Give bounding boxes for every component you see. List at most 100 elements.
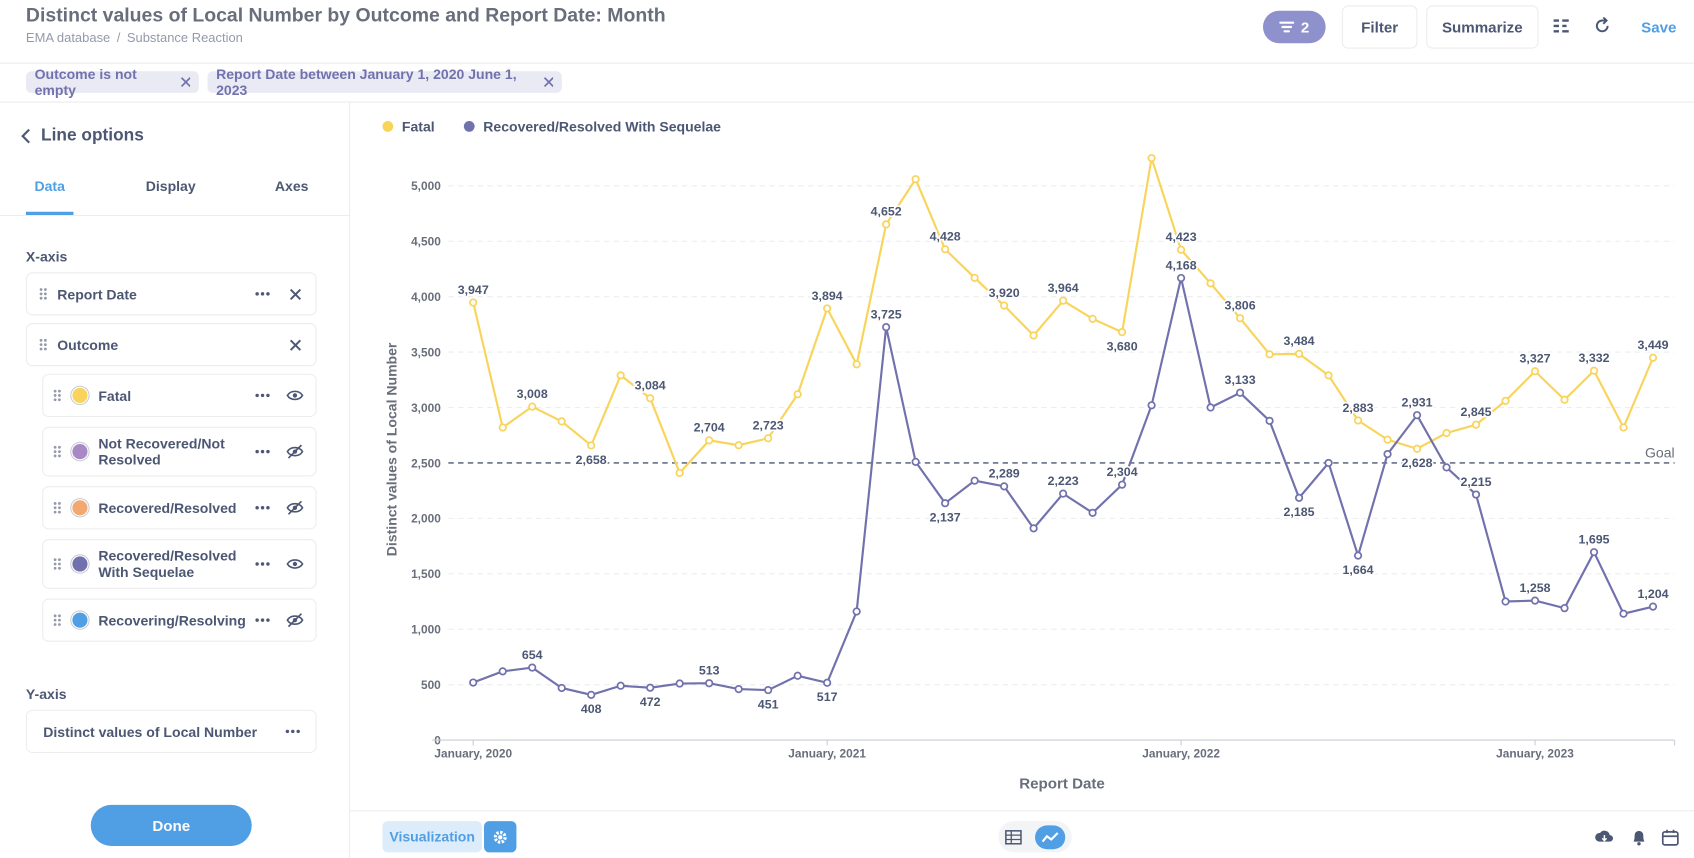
data-point (1353, 551, 1363, 560)
field-item[interactable]: Outcome (25, 323, 317, 367)
drag-handle[interactable] (50, 501, 65, 514)
data-label: 2,185 (1284, 505, 1315, 519)
download-icon[interactable] (1595, 829, 1614, 846)
remove-icon[interactable] (279, 339, 311, 351)
data-point (1619, 423, 1628, 432)
field-item[interactable]: Distinct values of Local Number (25, 709, 317, 754)
filter-text: Report Date between January 1, 2020 June… (216, 65, 517, 99)
data-label: 2,289 (989, 467, 1020, 481)
notebook-icon[interactable] (1553, 18, 1570, 35)
y-tick-label: 3,500 (411, 345, 441, 359)
color-swatch[interactable] (71, 611, 89, 629)
filter-chip[interactable]: Outcome is not empty (25, 66, 199, 98)
save-button[interactable]: Save (1641, 18, 1677, 36)
drag-handle[interactable] (50, 445, 65, 458)
series-name: Recovering/Resolving (98, 612, 246, 629)
hidden-icon[interactable] (279, 444, 311, 459)
filter-chip[interactable]: Report Date between January 1, 2020 June… (207, 66, 562, 98)
data-label: 3,484 (1284, 334, 1315, 348)
refresh-icon[interactable] (1594, 17, 1611, 34)
series-item[interactable]: Recovered/Resolved With Sequelae (42, 539, 317, 589)
data-point (675, 468, 684, 478)
drag-handle[interactable] (50, 614, 65, 627)
data-label: 451 (758, 697, 779, 711)
remove-icon[interactable] (180, 77, 191, 88)
x-axis-title: Report Date (1019, 776, 1105, 793)
series-item[interactable]: Recovering/Resolving (42, 598, 317, 642)
data-point (1029, 331, 1038, 340)
visible-icon[interactable] (279, 557, 311, 570)
series-item[interactable]: Recovered/Resolved (42, 486, 317, 530)
calendar-icon[interactable] (1661, 829, 1679, 846)
color-swatch[interactable] (71, 555, 89, 573)
data-point (1471, 420, 1481, 429)
y-tick-label: 5,000 (411, 179, 441, 193)
data-point (1000, 482, 1009, 491)
tab[interactable]: Display (145, 178, 196, 195)
tab[interactable]: Data (34, 178, 65, 195)
more-icon[interactable] (246, 393, 278, 398)
breadcrumb-item[interactable]: Substance Reaction (126, 30, 243, 46)
data-point (1501, 396, 1510, 405)
breadcrumb: EMA database / Substance Reaction (26, 30, 243, 45)
y-tick-label: 1,500 (411, 567, 441, 581)
done-button[interactable]: Done (90, 804, 252, 846)
data-label: 2,931 (1402, 396, 1433, 410)
data-point (1589, 548, 1599, 557)
more-icon[interactable] (277, 729, 309, 734)
color-swatch[interactable] (71, 386, 89, 405)
data-point (1029, 524, 1038, 533)
data-point (941, 245, 950, 254)
drag-handle[interactable] (50, 557, 65, 570)
filter-text: Outcome is not empty (34, 65, 137, 99)
more-icon[interactable] (246, 449, 278, 454)
remove-icon[interactable] (543, 77, 554, 88)
divider (0, 101, 1694, 103)
data-point (1353, 416, 1363, 425)
data-label: 2,223 (1048, 474, 1079, 488)
summarize-button[interactable]: Summarize (1426, 5, 1539, 49)
more-icon[interactable] (246, 618, 278, 622)
settings-button[interactable] (484, 821, 517, 853)
color-swatch[interactable] (71, 499, 89, 517)
filter-count-pill[interactable]: 2 (1262, 10, 1326, 44)
data-point (1560, 395, 1569, 404)
series-name: Not Recovered/Not Resolved (98, 435, 225, 468)
data-point (498, 423, 507, 432)
series-item[interactable]: Fatal (42, 373, 317, 418)
data-label: 3,725 (871, 308, 902, 322)
hidden-icon[interactable] (279, 500, 311, 515)
back-icon[interactable] (19, 128, 32, 144)
drag-handle[interactable] (36, 287, 51, 300)
data-label: 513 (699, 664, 720, 678)
filter-button[interactable]: Filter (1341, 5, 1418, 49)
data-label: 3,332 (1578, 351, 1609, 365)
sidebar-border (348, 102, 351, 858)
color-swatch[interactable] (71, 442, 89, 461)
more-icon[interactable] (246, 562, 278, 566)
data-point (1648, 353, 1658, 362)
data-point (823, 678, 832, 687)
y-tick-label: 500 (421, 678, 441, 692)
series-item[interactable]: Not Recovered/Not Resolved (42, 426, 317, 477)
data-point (1206, 279, 1215, 288)
visualization-button[interactable]: Visualization (382, 821, 482, 853)
data-point (1560, 604, 1569, 613)
breadcrumb-item[interactable]: EMA database (25, 30, 111, 46)
alert-icon[interactable] (1630, 829, 1647, 846)
field-name: Report Date (57, 285, 137, 302)
data-point (764, 685, 773, 695)
visible-icon[interactable] (279, 389, 311, 402)
table-icon[interactable] (1005, 829, 1022, 845)
data-point (734, 441, 743, 450)
more-icon[interactable] (246, 292, 278, 296)
field-item[interactable]: Report Date (25, 272, 317, 316)
more-icon[interactable] (246, 506, 278, 510)
drag-handle[interactable] (36, 338, 51, 351)
drag-handle[interactable] (50, 389, 65, 402)
remove-icon[interactable] (279, 288, 311, 300)
chart-icon[interactable] (1035, 824, 1066, 849)
hidden-icon[interactable] (279, 613, 311, 628)
question-title: Distinct values of Local Number by Outco… (25, 4, 666, 26)
tab[interactable]: Axes (274, 178, 309, 195)
